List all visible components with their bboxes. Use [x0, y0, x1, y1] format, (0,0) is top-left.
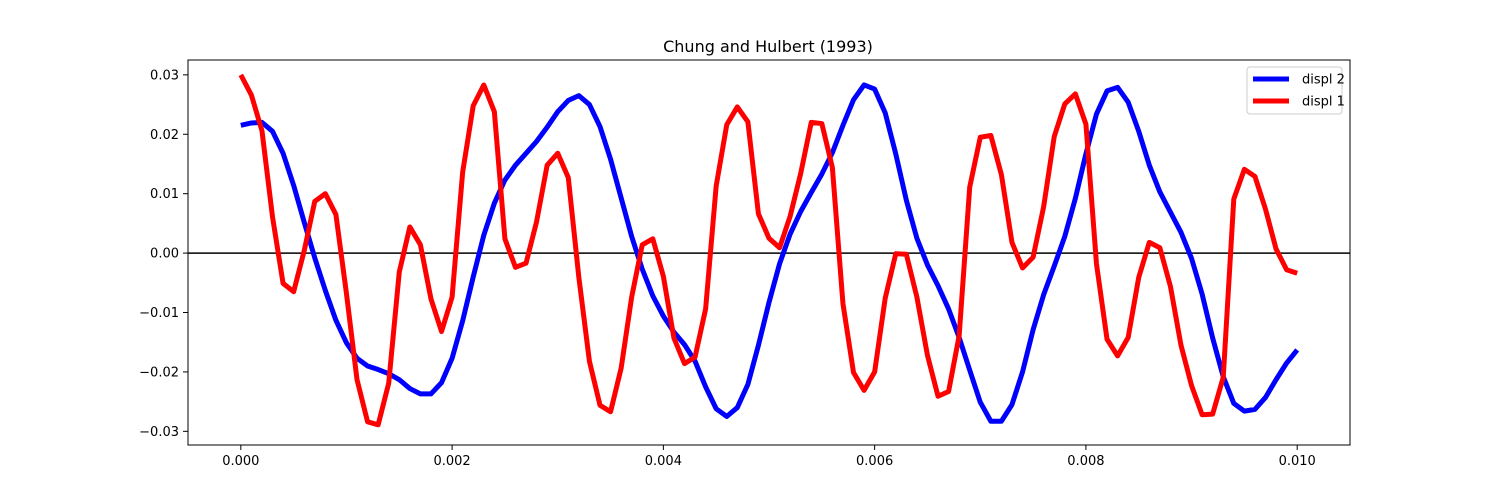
legend: displ 2 displ 1 [1246, 66, 1345, 115]
series-layer [188, 73, 1350, 428]
y-tick-label: 0.01 [150, 187, 179, 202]
x-tick-label: 0.002 [433, 454, 470, 469]
x-tick-label: 0.010 [1279, 454, 1316, 469]
y-tick-label: −0.01 [139, 306, 179, 321]
y-tick-label: −0.03 [139, 425, 179, 440]
x-tick-label: 0.008 [1067, 454, 1104, 469]
y-tick-label: −0.02 [139, 365, 179, 380]
axis-layer: 0.000 0.002 0.004 0.006 0.008 0.010 −0.03 −0.02… [139, 68, 1316, 469]
y-tick-label: 0.02 [150, 128, 179, 143]
plot-frame [187, 59, 1351, 446]
y-tick-label: 0.00 [150, 247, 179, 262]
y-tick-label: 0.03 [150, 68, 179, 83]
x-tick-label: 0.006 [856, 454, 893, 469]
x-tick-label: 0.004 [645, 454, 682, 469]
series-line-displ-2 [240, 82, 1300, 424]
x-tick-label: 0.000 [222, 454, 259, 469]
legend-label: displ 1 [1302, 95, 1345, 110]
chart-title: Chung and Hulbert (1993) [663, 37, 873, 56]
legend-label: displ 2 [1302, 73, 1345, 88]
series-line-displ-1 [238, 73, 1298, 428]
